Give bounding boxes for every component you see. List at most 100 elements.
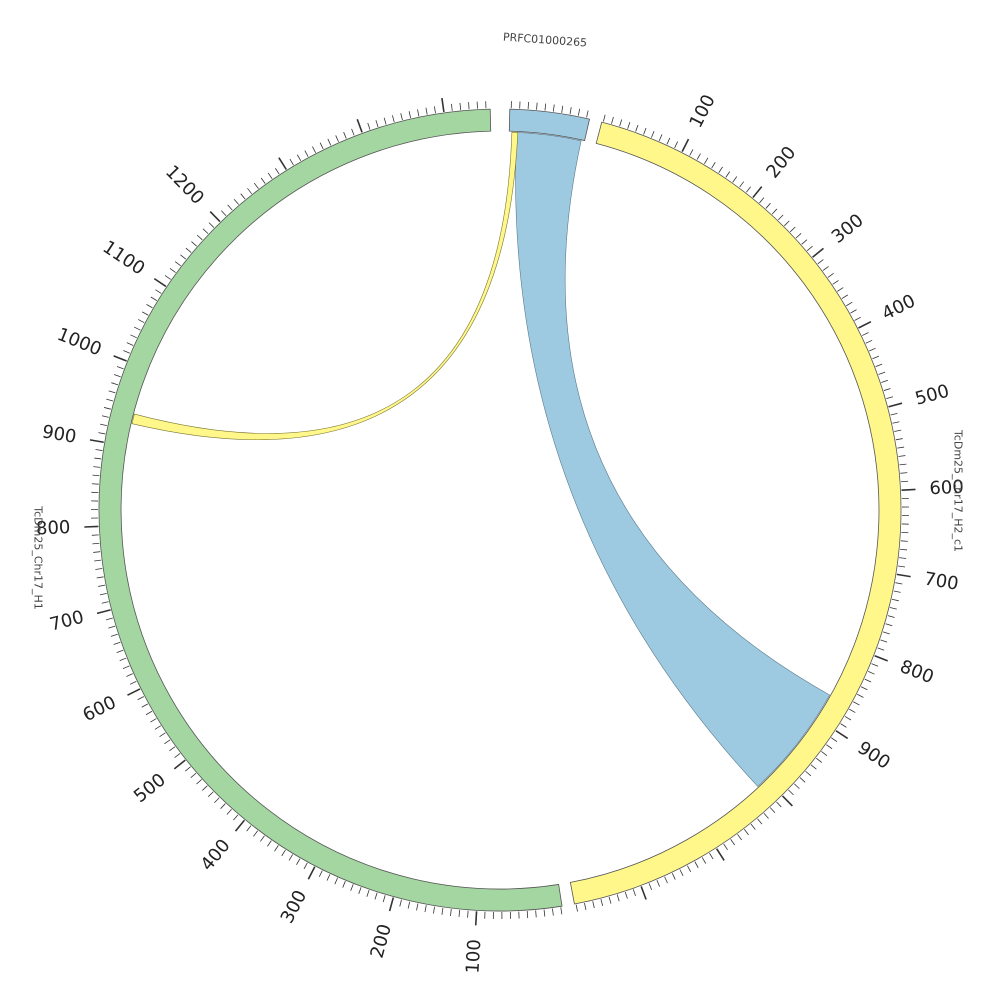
minor-tick <box>624 891 628 899</box>
major-tick <box>113 355 127 362</box>
minor-tick <box>730 839 735 846</box>
minor-tick <box>900 472 908 474</box>
tick-label: 200 <box>762 142 800 182</box>
minor-tick <box>882 631 890 635</box>
minor-tick <box>732 176 738 183</box>
minor-tick <box>894 429 902 432</box>
minor-tick <box>424 905 427 913</box>
minor-tick <box>893 590 901 593</box>
minor-tick <box>174 753 181 758</box>
minor-tick <box>632 889 636 897</box>
major-tick <box>209 211 221 223</box>
minor-tick <box>92 474 100 477</box>
minor-tick <box>274 845 279 852</box>
minor-tick <box>739 181 745 188</box>
minor-tick <box>805 770 812 777</box>
minor-tick <box>400 113 403 121</box>
minor-tick <box>656 879 660 887</box>
minor-tick <box>99 593 107 596</box>
minor-tick <box>875 363 883 367</box>
minor-tick <box>651 130 655 138</box>
minor-tick <box>382 895 386 903</box>
minor-tick <box>658 134 663 142</box>
minor-tick <box>743 829 749 836</box>
tick-labels-group: 100 200 300 400 500 600 700 800 900 100 200 300 400 5… <box>36 91 965 974</box>
minor-tick <box>100 423 108 427</box>
minor-tick <box>289 158 294 166</box>
minor-tick <box>892 421 900 424</box>
minor-tick <box>536 102 538 110</box>
minor-tick <box>784 220 790 227</box>
minor-tick <box>113 641 121 645</box>
minor-tick <box>93 466 101 468</box>
tick-label: 100 <box>685 91 719 131</box>
minor-tick <box>98 584 106 587</box>
minor-tick <box>757 818 763 825</box>
minor-tick <box>101 415 109 418</box>
major-tick <box>173 759 186 770</box>
minor-tick <box>451 103 453 111</box>
minor-tick <box>890 412 898 416</box>
minor-tick <box>718 166 723 173</box>
major-tick <box>888 402 903 408</box>
minor-tick <box>450 908 452 917</box>
minor-tick <box>208 222 215 228</box>
minor-tick <box>123 350 130 354</box>
minor-tick <box>142 311 149 316</box>
minor-tick <box>561 105 564 113</box>
major-tick <box>901 488 916 491</box>
minor-tick <box>600 899 604 907</box>
minor-tick <box>312 146 316 153</box>
major-tick <box>896 573 911 578</box>
minor-tick <box>106 398 114 402</box>
minor-tick <box>375 120 379 128</box>
minor-tick <box>543 909 546 917</box>
tick-label: 100 <box>462 939 485 975</box>
minor-tick <box>169 268 176 273</box>
minor-tick <box>94 559 102 562</box>
minor-tick <box>869 347 876 352</box>
segments-group <box>98 108 902 912</box>
minor-tick <box>844 716 852 721</box>
major-tick <box>84 525 99 528</box>
minor-tick <box>185 247 192 253</box>
minor-tick <box>343 131 347 139</box>
minor-tick <box>304 150 309 157</box>
minor-tick <box>648 883 653 890</box>
major-tick <box>874 655 888 662</box>
minor-tick <box>94 457 102 460</box>
minor-tick <box>868 671 875 675</box>
minor-tick <box>826 744 833 750</box>
minor-tick <box>159 732 166 738</box>
tick-label: 800 <box>897 656 937 688</box>
minor-tick <box>274 168 280 175</box>
minor-tick <box>196 234 203 241</box>
minor-tick <box>433 906 435 914</box>
minor-tick <box>674 141 678 149</box>
minor-tick <box>327 138 332 146</box>
minor-tick <box>806 245 813 251</box>
minor-tick <box>887 615 895 618</box>
minor-tick <box>619 119 623 127</box>
major-tick <box>278 157 287 170</box>
minor-tick <box>616 894 620 902</box>
minor-tick <box>95 449 103 451</box>
minor-tick <box>191 241 197 247</box>
minor-tick <box>202 785 208 791</box>
minor-tick <box>164 739 171 745</box>
minor-tick <box>146 304 153 309</box>
minor-tick <box>850 309 857 314</box>
link-prfc-to-h1 <box>131 131 519 441</box>
minor-tick <box>801 239 808 245</box>
minor-tick <box>374 892 378 900</box>
minor-tick <box>240 193 246 200</box>
tick-label: 1200 <box>161 161 208 208</box>
minor-tick <box>895 438 903 441</box>
minor-tick <box>105 617 113 621</box>
minor-tick <box>694 861 699 868</box>
tick-label: 700 <box>48 607 86 636</box>
link-prfc-to-h2 <box>515 132 831 787</box>
minor-tick <box>288 854 294 861</box>
segment-label-h2-c1: TcDm25_Chr17_H2_c1 <box>952 429 965 552</box>
